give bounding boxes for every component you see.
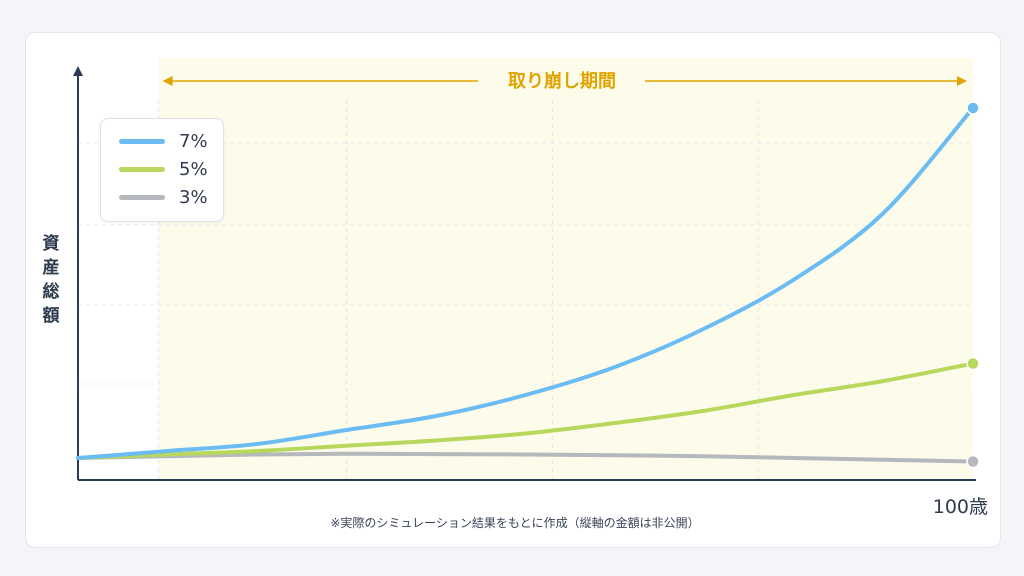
legend-label-5: 5% [179,158,208,180]
series-endpoint-7 [966,101,980,115]
legend-label-7: 7% [179,130,208,152]
series-endpoint-5 [966,356,980,371]
period-label: 取り崩し期間 [482,67,642,93]
period-arrow-left-head [162,76,173,86]
legend-swatch-7 [119,138,165,144]
legend-item-5: 5% [119,157,208,181]
legend-label-3: 3% [179,186,208,208]
series-line-5 [76,361,975,460]
withdrawal-period-region [158,58,974,480]
period-arrow-right-head [957,76,967,86]
legend-swatch-5 [119,166,165,172]
legend-item-7: 7% [119,129,208,153]
legend-swatch-3 [119,194,165,200]
series-endpoint-3 [966,454,980,469]
legend: 7% 5% 3% [100,118,224,222]
series-line-7 [76,106,975,460]
y-axis-label: 資産総額 [42,234,60,326]
legend-item-3: 3% [119,185,208,209]
x-axis-end-label: 100歳 [932,496,988,518]
footnote: ※実際のシミュレーション結果をもとに作成（縦軸の金額は非公開） [330,516,700,530]
y-axis-arrow [73,66,83,76]
series-line-3 [76,451,975,464]
